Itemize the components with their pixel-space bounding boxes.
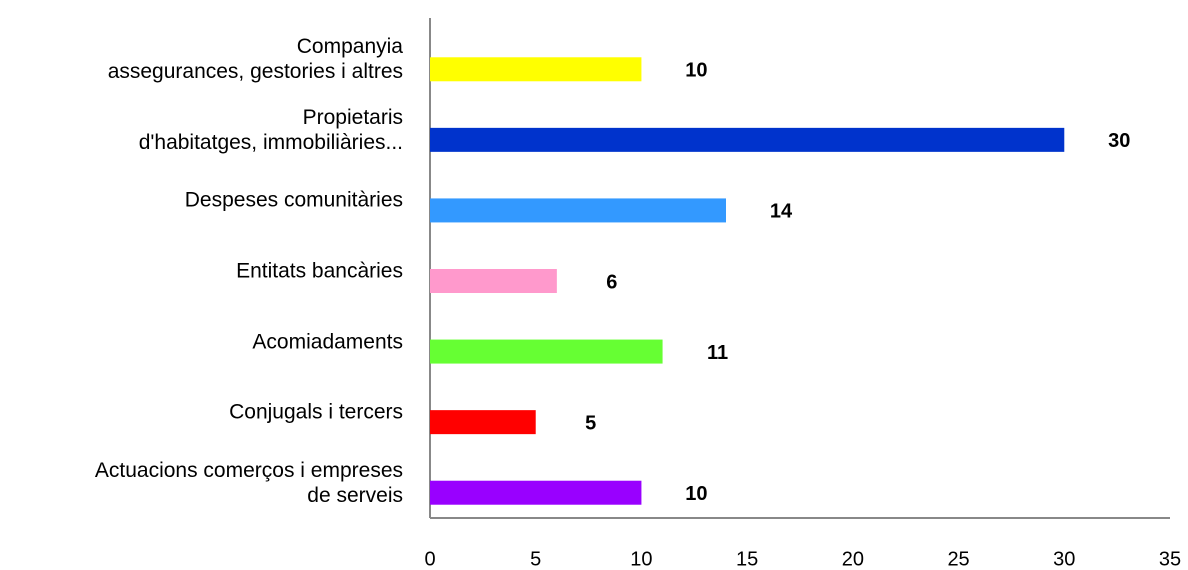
x-tick-label: 15 (736, 548, 758, 570)
x-tick-label: 5 (530, 548, 541, 570)
bar (430, 339, 663, 364)
data-label: 30 (1108, 130, 1130, 152)
y-tick-label: Companyia assegurances, gestories i altr… (107, 35, 403, 84)
x-tick-label: 30 (1053, 548, 1075, 570)
data-label: 6 (606, 271, 617, 293)
data-label: 11 (707, 342, 728, 364)
bar (430, 410, 536, 435)
data-label: 10 (685, 483, 707, 505)
y-tick-label: Acomiadaments (252, 330, 403, 354)
bar (430, 57, 642, 82)
y-tick-label: Conjugals i tercers (229, 400, 403, 424)
data-label: 10 (685, 60, 707, 82)
x-tick-label: 0 (424, 548, 435, 570)
y-tick-label: Entitats bancàries (236, 259, 403, 283)
bar (430, 127, 1065, 152)
data-label: 5 (585, 412, 596, 434)
x-tick-label: 35 (1159, 548, 1181, 570)
data-label: 14 (770, 201, 793, 223)
x-tick-label: 10 (630, 548, 652, 570)
bar (430, 480, 642, 505)
x-tick-label: 25 (947, 548, 969, 570)
y-tick-label: Despeses comunitàries (184, 188, 403, 212)
y-tick-label: Actuacions comerços i empreses de servei… (94, 458, 403, 507)
bar (430, 198, 726, 223)
x-tick-label: 20 (842, 548, 864, 570)
bar (430, 269, 557, 293)
y-tick-label: Propietaris d'habitatges, immobiliàries.… (138, 105, 403, 154)
